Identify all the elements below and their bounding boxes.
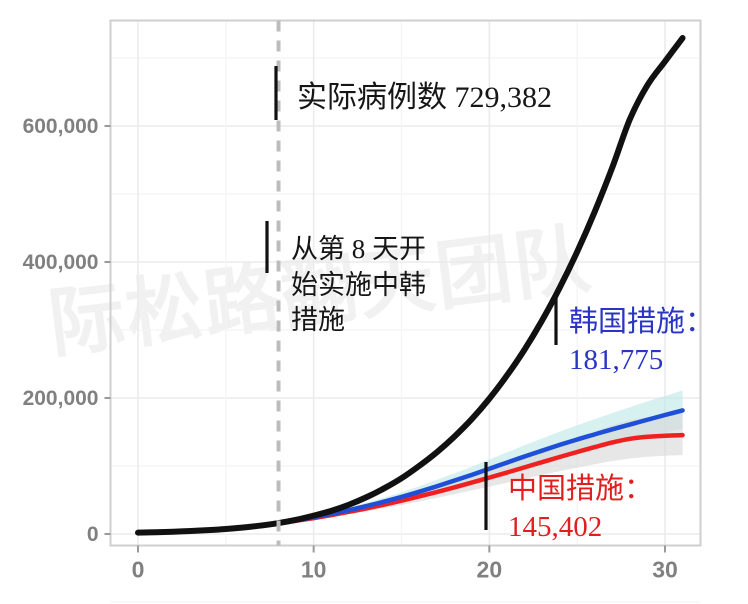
annotation-korea-measures: 韩国措施： 181,775 <box>569 303 714 380</box>
y-tick-label: 600,000 <box>23 115 99 138</box>
y-tick-label: 0 <box>87 523 99 546</box>
korea-measures-line-2: 181,775 <box>569 344 664 377</box>
korea-measures-line-1: 韩国措施： <box>569 306 715 338</box>
actual-cases-line-1: 实际病例数 729,382 <box>297 81 552 114</box>
y-tick-label: 400,000 <box>23 251 99 274</box>
axis-ticks-group <box>104 125 666 553</box>
annotation-actual-cases: 实际病例数 729,382 <box>297 78 552 118</box>
x-tick-label: 10 <box>301 557 327 583</box>
china-measures-line-2: 145,402 <box>508 511 603 544</box>
policy-start-line-2: 始实施中韩 <box>291 269 426 300</box>
annotation-policy-start: 从第 8 天开 始实施中韩措施 <box>291 232 426 339</box>
x-tick-label: 20 <box>477 557 503 583</box>
axis-tick-labels-group: 0 200,000 400,000 600,000 0 10 20 30 <box>23 115 678 583</box>
series-lines-group <box>135 35 686 536</box>
plot-panel-border <box>109 19 702 547</box>
x-tick-label: 30 <box>652 557 678 583</box>
policy-start-line-1: 从第 8 天开 <box>291 234 426 264</box>
annotation-china-measures: 中国措施： 145,402 <box>508 470 653 547</box>
china-measures-line-1: 中国措施： <box>508 473 654 505</box>
y-tick-label: 200,000 <box>23 387 99 410</box>
gridlines-group <box>110 20 701 603</box>
annotation-markers-group <box>265 66 558 530</box>
policy-start-line-3: 措施 <box>291 305 345 336</box>
x-tick-label: 0 <box>132 557 145 583</box>
